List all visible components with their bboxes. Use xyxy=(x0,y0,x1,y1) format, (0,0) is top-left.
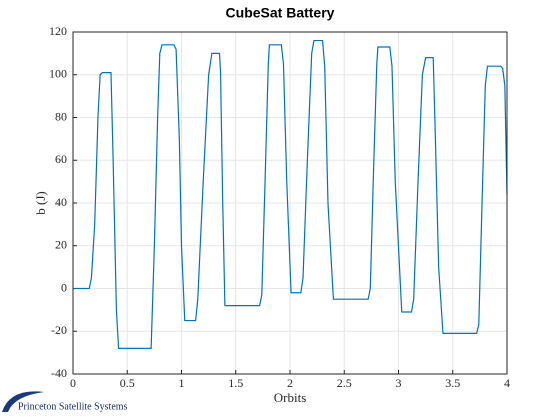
y-tick-label: 80 xyxy=(55,109,67,123)
logo-text: Princeton Satellite Systems xyxy=(18,401,128,412)
logo: Princeton Satellite Systems xyxy=(2,391,128,412)
x-tick-label: 3 xyxy=(396,376,402,390)
x-tick-label: 1 xyxy=(179,376,185,390)
y-tick-label: 60 xyxy=(55,152,67,166)
logo-swoosh xyxy=(2,391,44,412)
x-tick-label: 4 xyxy=(504,376,510,390)
data-line xyxy=(73,39,508,349)
y-tick-label: 120 xyxy=(49,24,67,38)
y-tick-label: 20 xyxy=(55,238,67,252)
y-tick-label: -20 xyxy=(51,323,67,337)
x-tick-label: 1.5 xyxy=(228,376,243,390)
axes-box xyxy=(72,31,508,375)
y-tick-label: 100 xyxy=(49,67,67,81)
x-tick-label: 0 xyxy=(70,376,76,390)
x-tick-label: 0.5 xyxy=(120,376,135,390)
chart-title: CubeSat Battery xyxy=(226,5,335,21)
y-axis-label: b (J) xyxy=(33,191,48,214)
x-tick-label: 2.5 xyxy=(337,376,352,390)
x-tick-label: 2 xyxy=(287,376,293,390)
x-axis-label: Orbits xyxy=(274,390,307,405)
x-tick-label: 3.5 xyxy=(445,376,460,390)
y-tick-label: -40 xyxy=(51,366,67,380)
y-tick-label: 0 xyxy=(61,280,67,294)
y-tick-label: 40 xyxy=(55,195,67,209)
